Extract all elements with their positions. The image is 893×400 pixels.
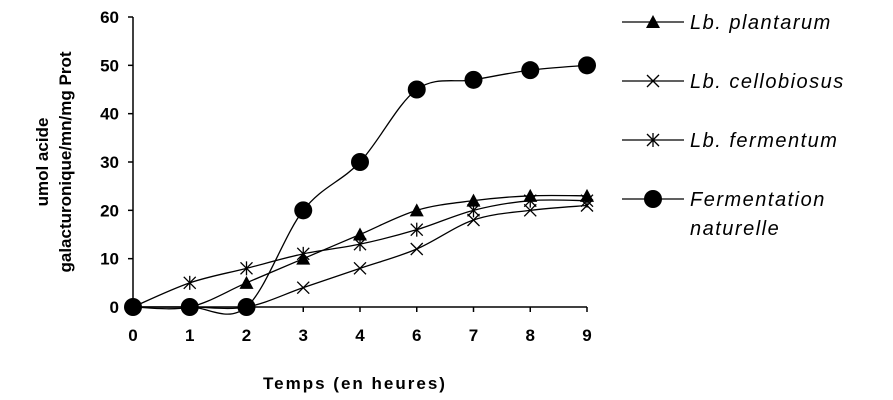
circle-marker-shape: [464, 70, 483, 89]
x-tick-label: 4: [355, 326, 365, 345]
legend-marker-fermentum: [646, 133, 660, 147]
circle-marker-shape: [644, 190, 662, 208]
circle-marker-shape: [407, 80, 426, 99]
data-point-fermentation-naturelle: [407, 80, 426, 99]
circle-marker-shape: [351, 153, 369, 171]
x-marker-stroke: [296, 281, 310, 295]
legend: Lb. plantarum Lb. cellobiosus Lb. fermen…: [622, 12, 845, 240]
data-point-fermentation-naturelle: [578, 56, 596, 75]
data-point-fermentation-naturelle: [464, 70, 483, 89]
x-tick-label: 8: [526, 326, 535, 345]
triangle-marker-shape: [409, 203, 424, 217]
legend-marker-fermentation-naturelle: [644, 190, 662, 208]
circle-marker-shape: [294, 201, 313, 220]
y-axis-title-line-1: umol acide: [33, 118, 52, 207]
legend-marker-cellobiosus: [646, 74, 660, 88]
data-point-fermentum: [410, 222, 424, 237]
legend-marker-plantarum: [646, 15, 660, 28]
y-tick-label: 20: [100, 201, 119, 220]
data-point-plantarum: [353, 227, 367, 241]
x-marker-stroke: [410, 242, 424, 256]
data-point-cellobiosus: [467, 213, 480, 227]
data-point-fermentation-naturelle: [124, 298, 142, 316]
y-tick-label: 30: [100, 153, 119, 172]
data-point-cellobiosus: [296, 281, 310, 295]
data-point-fermentation-naturelle: [351, 153, 369, 171]
x-tick-label: 0: [128, 326, 137, 345]
legend-label-fermentum: Lb. fermentum: [690, 130, 838, 152]
data-point-cellobiosus: [523, 203, 537, 217]
series-line-plantarum: [132, 194, 588, 310]
y-tick-label: 50: [100, 56, 119, 75]
data-point-fermentum: [467, 203, 480, 218]
data-point-fermentum: [523, 193, 537, 208]
data-point-fermentation-naturelle: [294, 201, 313, 220]
circle-marker-shape: [237, 298, 256, 316]
legend-label-fermentation-line-2: naturelle: [690, 218, 780, 240]
y-tick-label: 10: [100, 250, 119, 269]
circle-marker-shape: [578, 56, 596, 75]
triangle-marker-shape: [353, 227, 367, 241]
data-point-fermentum: [580, 193, 594, 208]
y-tick-label: 0: [110, 298, 119, 317]
x-tick-label: 9: [582, 326, 591, 345]
legend-label-plantarum: Lb. plantarum: [690, 12, 832, 34]
x-tick-label: 3: [299, 326, 308, 345]
x-marker-stroke: [467, 213, 480, 227]
data-point-plantarum: [466, 193, 481, 207]
data-point-fermentum: [296, 246, 310, 261]
data-point-plantarum: [239, 275, 254, 289]
circle-marker-shape: [521, 61, 540, 80]
x-tick-label: 7: [469, 326, 478, 345]
data-point-cellobiosus: [353, 261, 367, 275]
data-point-fermentation-naturelle: [180, 298, 199, 316]
x-tick-label: 6: [412, 326, 421, 345]
x-tick-label: 2: [242, 326, 251, 345]
x-marker-stroke: [646, 74, 660, 88]
series-line-fermentation-naturelle: [132, 64, 588, 315]
x-tick-label: 1: [185, 326, 194, 345]
x-marker-stroke: [523, 203, 537, 217]
data-point-fermentum: [240, 261, 253, 276]
data-point-cellobiosus: [410, 242, 424, 256]
series-line-cellobiosus: [132, 204, 588, 310]
data-point-fermentation-naturelle: [521, 61, 540, 80]
triangle-marker-shape: [646, 15, 660, 28]
y-axis-title-line-2: galacturonique/mn/mg Prot: [56, 51, 75, 272]
triangle-marker-shape: [466, 193, 481, 207]
data-point-plantarum: [409, 203, 424, 217]
x-axis-title: Temps (en heures): [263, 374, 447, 393]
y-tick-label: 40: [100, 105, 119, 124]
data-point-fermentation-naturelle: [237, 298, 256, 316]
circle-marker-shape: [180, 298, 199, 316]
data-point-fermentum: [183, 275, 197, 290]
data-point-fermentum: [353, 237, 367, 252]
plot-area: 0 10 20 30 40 50 60 0 1 2 3 4 6 7 8 9: [100, 8, 596, 345]
x-marker-stroke: [353, 261, 367, 275]
legend-label-fermentation-line-1: Fermentation: [690, 189, 826, 211]
triangle-marker-shape: [239, 275, 254, 289]
circle-marker-shape: [124, 298, 142, 316]
series-line-fermentum: [132, 199, 588, 308]
y-tick-label: 60: [100, 8, 119, 27]
legend-label-cellobiosus: Lb. cellobiosus: [690, 71, 845, 93]
